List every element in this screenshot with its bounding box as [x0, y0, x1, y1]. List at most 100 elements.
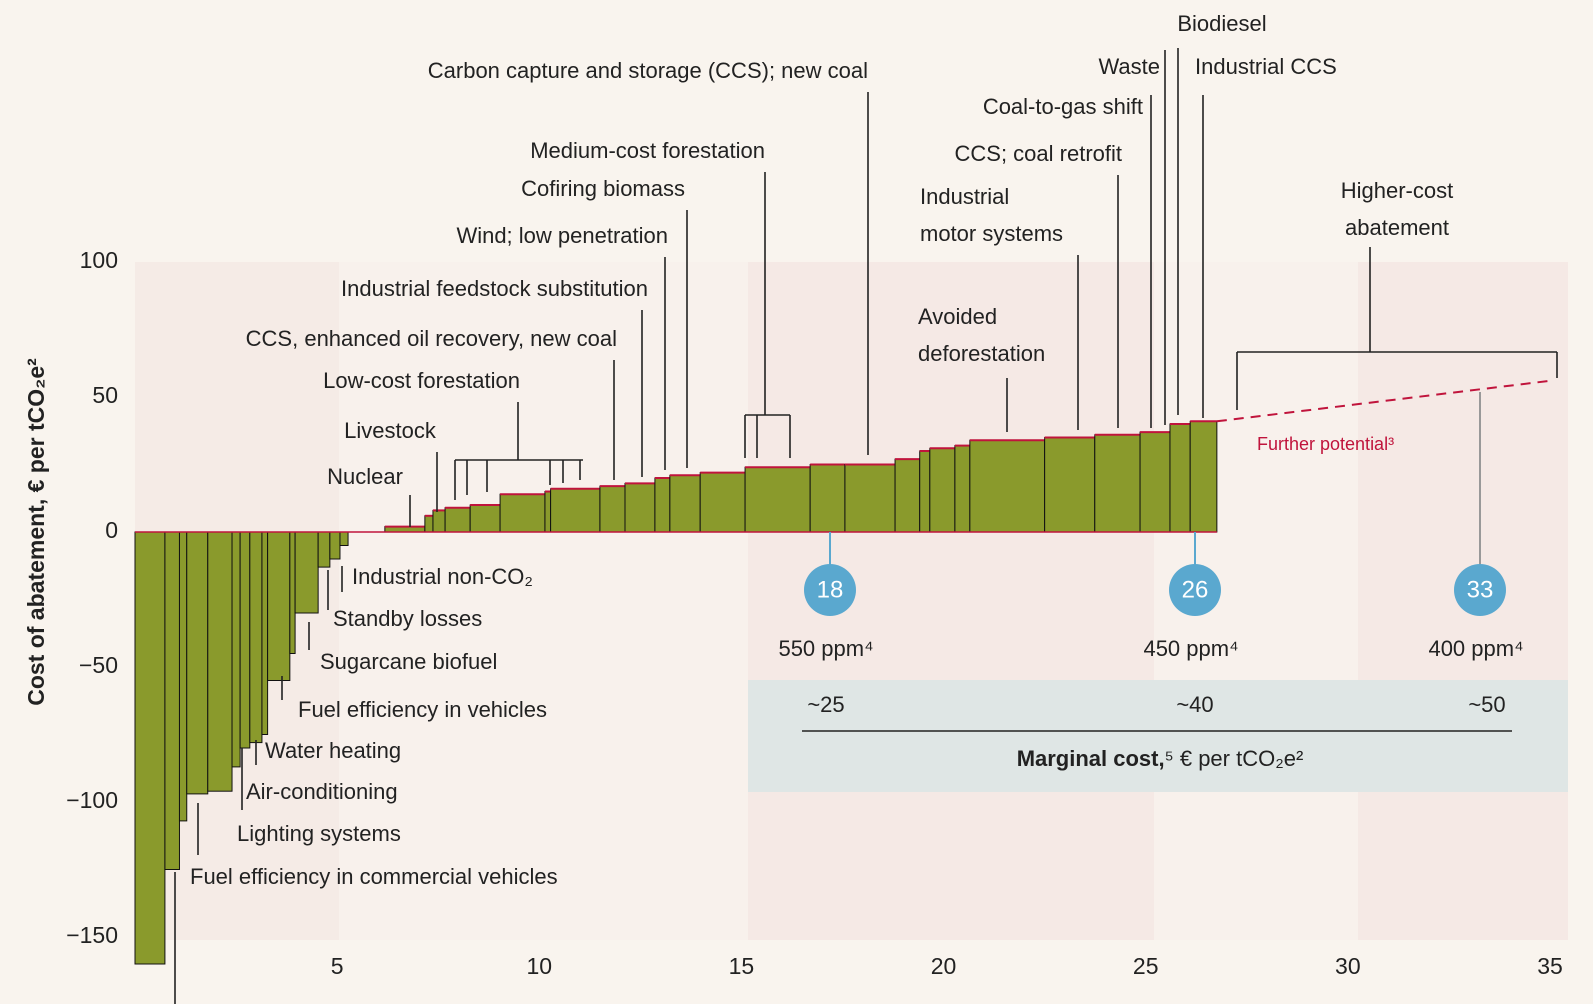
bar: [550, 488, 601, 533]
bar: [186, 531, 209, 795]
bar: [294, 531, 319, 614]
bar: [809, 464, 846, 533]
x-tick-label: 30: [1335, 953, 1361, 979]
leader-line: [744, 172, 791, 458]
y-tick-label: 0: [105, 517, 118, 543]
annotation: Nuclear: [327, 464, 403, 489]
annotation: Carbon capture and storage (CCS); new co…: [428, 58, 868, 83]
x-tick-label: 35: [1537, 953, 1563, 979]
bar: [1094, 434, 1141, 533]
annotation: Lighting systems: [237, 821, 401, 846]
annotation: abatement: [1345, 215, 1449, 240]
bar: [164, 531, 180, 870]
annotation: motor systems: [920, 221, 1063, 246]
annotation: Air-conditioning: [246, 779, 398, 804]
bar: [544, 491, 552, 533]
band: [339, 262, 748, 940]
annotation: Industrial feedstock substitution: [341, 276, 648, 301]
marginal-cost-value: ~40: [1176, 692, 1213, 717]
annotation: Sugarcane biofuel: [320, 649, 497, 674]
leader-line: [454, 402, 583, 500]
bar: [289, 531, 296, 654]
bar: [1189, 420, 1218, 533]
bar: [744, 466, 811, 533]
bar: [969, 439, 1046, 533]
bar: [499, 493, 546, 533]
scenario-label: 550 ppm⁴: [778, 636, 873, 661]
annotation: Higher-cost: [1341, 178, 1453, 203]
marginal-cost-box: [748, 680, 1568, 792]
bar: [1044, 437, 1096, 533]
y-tick-label: 50: [92, 382, 118, 408]
annotation: CCS; coal retrofit: [955, 141, 1123, 166]
bar: [669, 474, 701, 533]
annotation: Avoided: [918, 304, 997, 329]
bar: [954, 445, 971, 533]
x-tick-label: 20: [931, 953, 957, 979]
marginal-cost-title-bold: Marginal cost,: [1017, 746, 1165, 771]
bar: [469, 504, 501, 533]
annotation: Standby losses: [333, 606, 482, 631]
bar: [231, 531, 241, 768]
bar: [1139, 431, 1171, 533]
scenario-value: 33: [1467, 576, 1494, 603]
y-tick-label: −100: [66, 787, 118, 813]
scenario-label: 450 ppm⁴: [1143, 636, 1238, 661]
x-tick-label: 5: [331, 953, 344, 979]
bar: [432, 509, 446, 533]
leader-line: [1236, 247, 1558, 410]
bar: [1169, 423, 1191, 533]
further-potential-label: Further potential³: [1257, 434, 1394, 454]
bar: [599, 485, 626, 533]
bar: [844, 464, 896, 533]
bar: [424, 515, 434, 533]
bar: [249, 531, 263, 744]
bar: [699, 472, 746, 533]
bar: [267, 531, 291, 681]
bar: [178, 531, 188, 822]
annotation: Industrial: [920, 184, 1009, 209]
scenario-value: 18: [817, 576, 844, 603]
bar: [444, 507, 471, 533]
scenario-circle: [804, 564, 856, 616]
annotation: Cofiring biomass: [521, 176, 685, 201]
bar: [239, 531, 251, 749]
y-tick-label: −150: [66, 922, 118, 948]
y-tick-label: 100: [80, 247, 118, 273]
x-tick-label: 25: [1133, 953, 1159, 979]
bar: [329, 531, 341, 560]
annotation: deforestation: [918, 341, 1045, 366]
y-tick-label: −50: [79, 652, 118, 678]
y-axis-label: Cost of abatement, € per tCO₂e²: [23, 358, 49, 706]
annotation: Water heating: [265, 738, 401, 763]
x-tick-label: 10: [526, 953, 552, 979]
bar: [654, 477, 671, 533]
annotation: Industrial CCS: [1195, 54, 1337, 79]
annotation: Fuel efficiency in vehicles: [298, 697, 547, 722]
x-tick-label: 15: [729, 953, 755, 979]
bar: [894, 458, 921, 533]
marginal-cost-value: ~50: [1468, 692, 1505, 717]
scenario-circle: [1454, 564, 1506, 616]
bar: [317, 531, 331, 568]
bar: [134, 531, 166, 965]
scenario-value: 26: [1182, 576, 1209, 603]
annotation: Biodiesel: [1177, 11, 1266, 36]
annotation: Industrial non-CO₂: [352, 564, 533, 589]
annotation: Livestock: [344, 418, 437, 443]
bar: [919, 450, 931, 533]
bar: [207, 531, 233, 792]
annotation: Coal-to-gas shift: [983, 94, 1143, 119]
bar: [624, 482, 656, 533]
annotation: CCS, enhanced oil recovery, new coal: [246, 326, 617, 351]
bar: [929, 447, 956, 533]
annotation: Wind; low penetration: [456, 223, 668, 248]
marginal-cost-value: ~25: [807, 692, 844, 717]
bar: [261, 531, 269, 735]
marginal-cost-unit: ⁵ € per tCO₂e²: [1165, 746, 1304, 771]
bar: [339, 531, 349, 546]
scenario-circle: [1169, 564, 1221, 616]
annotation: Waste: [1098, 54, 1160, 79]
annotation: Low-cost forestation: [323, 368, 520, 393]
